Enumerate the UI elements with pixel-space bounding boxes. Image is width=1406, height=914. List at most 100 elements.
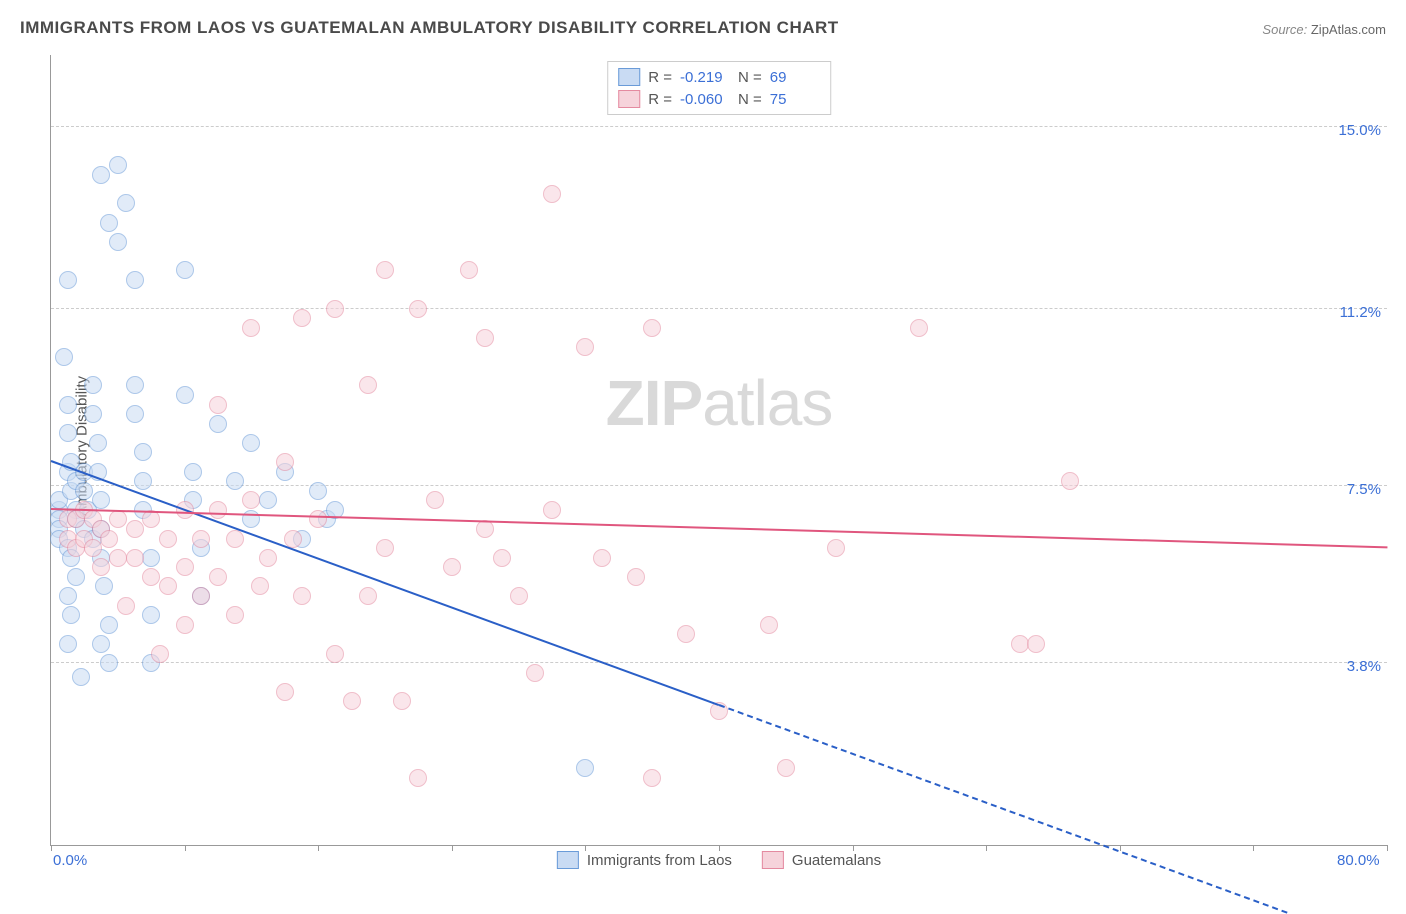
scatter-point <box>259 549 277 567</box>
scatter-point <box>376 539 394 557</box>
scatter-point <box>92 635 110 653</box>
scatter-point <box>72 668 90 686</box>
correlation-legend: R = -0.219 N = 69 R = -0.060 N = 75 <box>607 61 831 115</box>
scatter-point <box>476 329 494 347</box>
r-label: R = <box>648 69 672 86</box>
scatter-point <box>59 396 77 414</box>
series-name-guatemalans: Guatemalans <box>792 852 881 869</box>
scatter-point <box>59 424 77 442</box>
scatter-point <box>627 568 645 586</box>
scatter-point <box>284 530 302 548</box>
scatter-point <box>510 587 528 605</box>
scatter-point <box>151 645 169 663</box>
scatter-point <box>760 616 778 634</box>
scatter-point <box>184 463 202 481</box>
scatter-point <box>100 530 118 548</box>
scatter-point <box>276 683 294 701</box>
scatter-point <box>359 376 377 394</box>
x-tick-mark <box>986 845 987 851</box>
scatter-point <box>142 549 160 567</box>
scatter-point <box>209 396 227 414</box>
scatter-point <box>326 300 344 318</box>
x-tick-mark <box>719 845 720 851</box>
y-tick-label: 15.0% <box>1338 122 1381 139</box>
swatch-guatemalans <box>618 90 640 108</box>
gridline <box>51 662 1387 663</box>
scatter-point <box>309 510 327 528</box>
scatter-point <box>460 261 478 279</box>
n-value-guatemalans: 75 <box>770 91 820 108</box>
scatter-point <box>142 510 160 528</box>
scatter-point <box>100 214 118 232</box>
scatter-point <box>476 520 494 538</box>
scatter-point <box>92 166 110 184</box>
scatter-point <box>242 319 260 337</box>
watermark-bold: ZIP <box>606 367 703 439</box>
scatter-point <box>543 185 561 203</box>
scatter-point <box>777 759 795 777</box>
scatter-point <box>84 405 102 423</box>
scatter-point <box>242 434 260 452</box>
scatter-point <box>409 300 427 318</box>
y-tick-label: 7.5% <box>1347 481 1381 498</box>
source-attribution: Source: ZipAtlas.com <box>1262 22 1386 37</box>
n-label: N = <box>738 69 762 86</box>
scatter-point <box>576 759 594 777</box>
y-tick-label: 3.8% <box>1347 658 1381 675</box>
scatter-point <box>109 510 127 528</box>
x-tick-mark <box>51 845 52 851</box>
scatter-point <box>643 769 661 787</box>
scatter-point <box>543 501 561 519</box>
scatter-point <box>126 405 144 423</box>
scatter-point <box>100 616 118 634</box>
scatter-point <box>209 415 227 433</box>
scatter-point <box>126 271 144 289</box>
scatter-point <box>176 261 194 279</box>
x-tick-mark <box>318 845 319 851</box>
scatter-point <box>89 434 107 452</box>
scatter-point <box>1027 635 1045 653</box>
swatch-guatemalans <box>762 851 784 869</box>
scatter-point <box>1011 635 1029 653</box>
scatter-point <box>92 491 110 509</box>
source-value: ZipAtlas.com <box>1311 22 1386 37</box>
scatter-point <box>126 520 144 538</box>
scatter-point <box>84 539 102 557</box>
x-tick-mark <box>1253 845 1254 851</box>
scatter-point <box>117 194 135 212</box>
gridline <box>51 485 1387 486</box>
x-tick-mark <box>1387 845 1388 851</box>
scatter-point <box>359 587 377 605</box>
scatter-point <box>59 635 77 653</box>
scatter-point <box>134 443 152 461</box>
scatter-point <box>75 482 93 500</box>
scatter-point <box>343 692 361 710</box>
x-tick-mark <box>585 845 586 851</box>
legend-row-guatemalans: R = -0.060 N = 75 <box>618 88 820 110</box>
scatter-point <box>309 482 327 500</box>
scatter-point <box>109 233 127 251</box>
n-label: N = <box>738 91 762 108</box>
scatter-point <box>226 472 244 490</box>
scatter-point <box>100 654 118 672</box>
scatter-chart: ZIPatlas R = -0.219 N = 69 R = -0.060 N … <box>50 55 1387 846</box>
chart-title: IMMIGRANTS FROM LAOS VS GUATEMALAN AMBUL… <box>20 18 839 38</box>
watermark: ZIPatlas <box>606 366 833 440</box>
scatter-point <box>176 558 194 576</box>
r-label: R = <box>648 91 672 108</box>
scatter-point <box>117 597 135 615</box>
scatter-point <box>293 309 311 327</box>
scatter-point <box>593 549 611 567</box>
scatter-point <box>209 568 227 586</box>
scatter-point <box>259 491 277 509</box>
scatter-point <box>226 530 244 548</box>
scatter-point <box>55 348 73 366</box>
series-legend: Immigrants from Laos Guatemalans <box>557 851 881 869</box>
scatter-point <box>910 319 928 337</box>
scatter-point <box>95 577 113 595</box>
scatter-point <box>376 261 394 279</box>
scatter-point <box>67 568 85 586</box>
scatter-point <box>109 156 127 174</box>
legend-item-guatemalans: Guatemalans <box>762 851 881 869</box>
scatter-point <box>59 271 77 289</box>
